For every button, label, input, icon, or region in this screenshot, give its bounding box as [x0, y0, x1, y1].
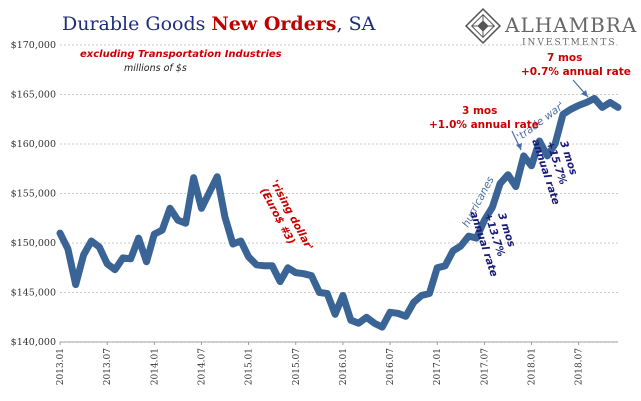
x-tick-label: 2014.01	[150, 348, 160, 385]
x-tick-label: 2016.07	[386, 348, 396, 385]
x-tick-label: 2015.01	[245, 348, 255, 385]
annotation-3mos-top-1: 3 mos	[462, 105, 497, 117]
x-tick-label: 2016.01	[339, 348, 349, 385]
annotation-rising-dollar: 'rising dollar' (Euro$ #3)	[257, 178, 315, 252]
series-layer	[56, 95, 622, 331]
x-tick-label: 2018.01	[528, 348, 538, 385]
logo-name: ALHAMBRA	[504, 13, 637, 37]
logo-sub: INVESTMENTS	[522, 38, 617, 48]
x-tick-label: 2018.07	[575, 348, 585, 385]
x-tick-label: 2015.07	[292, 348, 302, 385]
title-part3: , SA	[337, 13, 376, 35]
y-tick-label: $145,000	[11, 288, 56, 299]
x-tick-label: 2013.07	[103, 348, 113, 385]
y-tick-label: $165,000	[11, 90, 56, 101]
chart-title: Durable Goods New Orders, SA	[62, 13, 376, 35]
x-tick-label: 2017.01	[433, 348, 443, 385]
annotation-7mos-2: +0.7% annual rate	[521, 66, 631, 78]
y-tick-label: $155,000	[11, 189, 56, 200]
x-tick-label: 2017.07	[480, 348, 490, 385]
subtitle-line2: millions of $s	[124, 63, 187, 74]
annotation-7mos: 7 mos +0.7% annual rate	[521, 52, 631, 78]
series-line	[56, 95, 622, 331]
lattice-emblem-icon	[464, 7, 502, 45]
annotation-3mos-top-2: +1.0% annual rate	[429, 119, 539, 131]
title-part2: New Orders	[211, 13, 336, 35]
annotation-3mos-top: 3 mos +1.0% annual rate	[429, 105, 539, 131]
x-tick-label: 2013.01	[56, 348, 66, 385]
x-tick-label: 2014.07	[197, 348, 207, 385]
y-tick-label: $150,000	[11, 238, 56, 249]
y-tick-label: $160,000	[11, 139, 56, 150]
annotation-7mos-1: 7 mos	[547, 52, 582, 64]
subtitle-line1: excluding Transportation Industries	[80, 49, 282, 60]
y-axis: $140,000 $145,000 $150,000 $155,000 $160,000…	[11, 40, 56, 348]
x-axis: 2013.01 2013.07 2014.01 2014.07 2015.01 2015.…	[56, 341, 618, 385]
title-part1: Durable Goods	[62, 13, 211, 35]
alhambra-logo: ALHAMBRA INVESTMENTS	[464, 7, 637, 48]
y-tick-label: $140,000	[11, 337, 56, 348]
arrow-7mos	[572, 79, 589, 98]
arrow-3mos	[511, 130, 522, 151]
y-tick-label: $170,000	[11, 40, 56, 51]
